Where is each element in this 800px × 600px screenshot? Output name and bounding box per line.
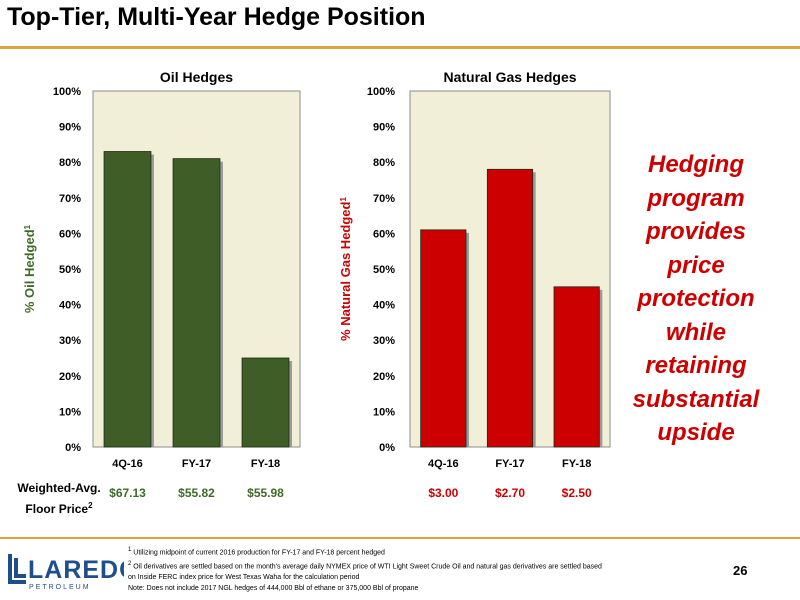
- gas-ytick-label: 0%: [379, 442, 395, 454]
- callout-line: provides price: [645, 218, 747, 279]
- oil-bar: [241, 357, 290, 448]
- title-rule: [0, 46, 800, 49]
- gas-xtick-label: 4Q-16: [428, 458, 459, 470]
- gas-ytick-label: 80%: [373, 157, 395, 169]
- gas-bar: [486, 168, 534, 448]
- gas-ytick-label: 20%: [373, 371, 395, 383]
- footnote-line: on Inside FERC index price for West Texa…: [128, 574, 360, 582]
- gas-floor-price: $2.70: [494, 486, 526, 500]
- gas-ytick-label: 30%: [373, 335, 395, 347]
- gas-ytick-label: 10%: [373, 406, 395, 418]
- oil-xtick-label: 4Q-16: [112, 458, 143, 470]
- callout-line: protection: [637, 285, 755, 312]
- footnotes: 1 Utilizing midpoint of current 2016 pro…: [128, 545, 708, 595]
- oil-ytick-label: 0%: [65, 442, 81, 454]
- gas-xtick-label: FY-17: [495, 458, 524, 470]
- gas-xtick-label: FY-18: [562, 458, 591, 470]
- floor-label-line1: Weighted-Avg.: [17, 481, 101, 495]
- oil-ylabel: % Oil Hedged1: [22, 224, 37, 313]
- gas-chart-title: Natural Gas Hedges: [443, 69, 576, 85]
- hedging-callout: Hedging program provides price protection wh…: [617, 148, 775, 450]
- callout-line: program: [647, 184, 745, 212]
- laredo-logo-icon: LAREDO PETROLEUM: [8, 554, 124, 591]
- footnote-line: 2 Oil derivatives are settled based on t…: [128, 561, 602, 571]
- gas-floor-price: $2.50: [561, 486, 592, 500]
- oil-floor-price: $67.13: [109, 486, 146, 500]
- gas-ytick-label: 40%: [373, 300, 395, 312]
- oil-ytick-label: 80%: [59, 157, 81, 169]
- oil-xtick-label: FY-17: [182, 458, 211, 470]
- oil-ytick-label: 30%: [59, 335, 81, 347]
- callout-line: upside: [657, 419, 735, 446]
- oil-ytick-label: 50%: [59, 264, 81, 276]
- floor-price-label: Weighted-Avg. Floor Price2: [14, 480, 104, 518]
- oil-bar: [103, 151, 152, 448]
- callout-line: substantial: [632, 385, 760, 413]
- gas-floor-price: $3.00: [428, 486, 459, 500]
- oil-ytick-label: 70%: [59, 193, 81, 205]
- gas-bar: [553, 286, 600, 448]
- oil-bar: [172, 158, 221, 448]
- footnote-line: Note: Does not include 2017 NGL hedges o…: [128, 585, 419, 593]
- gas-ytick-label: 90%: [373, 122, 395, 134]
- oil-ytick-label: 40%: [59, 300, 81, 312]
- gas-bar: [420, 229, 467, 448]
- oil-ytick-label: 90%: [59, 122, 81, 134]
- callout-line: Hedging: [648, 151, 744, 178]
- logo-name: LAREDO: [28, 556, 124, 584]
- oil-floor-price: $55.98: [247, 486, 284, 500]
- gas-ylabel: % Natural Gas Hedged1: [338, 197, 353, 341]
- gas-ytick-label: 50%: [373, 264, 395, 276]
- footnote-line: 1 Utilizing midpoint of current 2016 pro…: [128, 547, 385, 557]
- oil-ytick-label: 100%: [53, 86, 81, 98]
- callout-line: while: [665, 318, 726, 346]
- oil-ytick-label: 60%: [59, 228, 81, 240]
- logo-sub: PETROLEUM: [29, 584, 91, 591]
- oil-xtick-label: FY-18: [251, 458, 280, 470]
- oil-chart-title: Oil Hedges: [160, 69, 233, 85]
- gas-ytick-label: 60%: [373, 228, 395, 240]
- footer-rule: [0, 537, 800, 539]
- oil-ytick-label: 10%: [59, 406, 81, 418]
- gas-ytick-label: 100%: [367, 86, 395, 98]
- callout-line: retaining: [645, 352, 747, 379]
- page-title: Top-Tier, Multi-Year Hedge Position: [7, 3, 426, 31]
- floor-label-line2: Floor Price2: [25, 501, 93, 516]
- oil-floor-price: $55.82: [178, 486, 215, 500]
- page-number: 26: [733, 563, 748, 578]
- gas-ytick-label: 70%: [373, 193, 395, 205]
- oil-ytick-label: 20%: [59, 371, 81, 383]
